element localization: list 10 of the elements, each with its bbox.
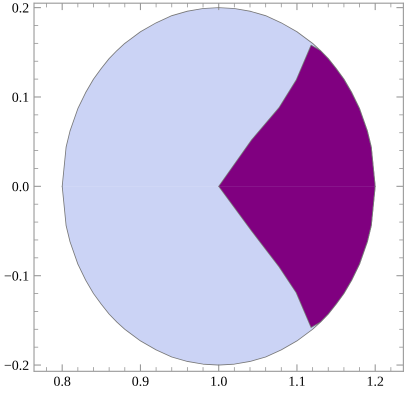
y-tick-label: 0.0 — [12, 182, 29, 192]
x-tick-label: 0.9 — [132, 376, 149, 386]
x-tick-label: 1.1 — [289, 376, 305, 386]
x-tick-label: 0.8 — [54, 376, 70, 386]
x-tick-label: 1.2 — [368, 376, 384, 386]
y-tick-label: 0.2 — [12, 3, 28, 13]
y-tick-label: −0.1 — [4, 271, 28, 281]
x-tick-label: 1.0 — [211, 376, 227, 386]
y-tick-label: −0.2 — [4, 360, 28, 370]
y-tick-label: 0.1 — [12, 92, 28, 102]
